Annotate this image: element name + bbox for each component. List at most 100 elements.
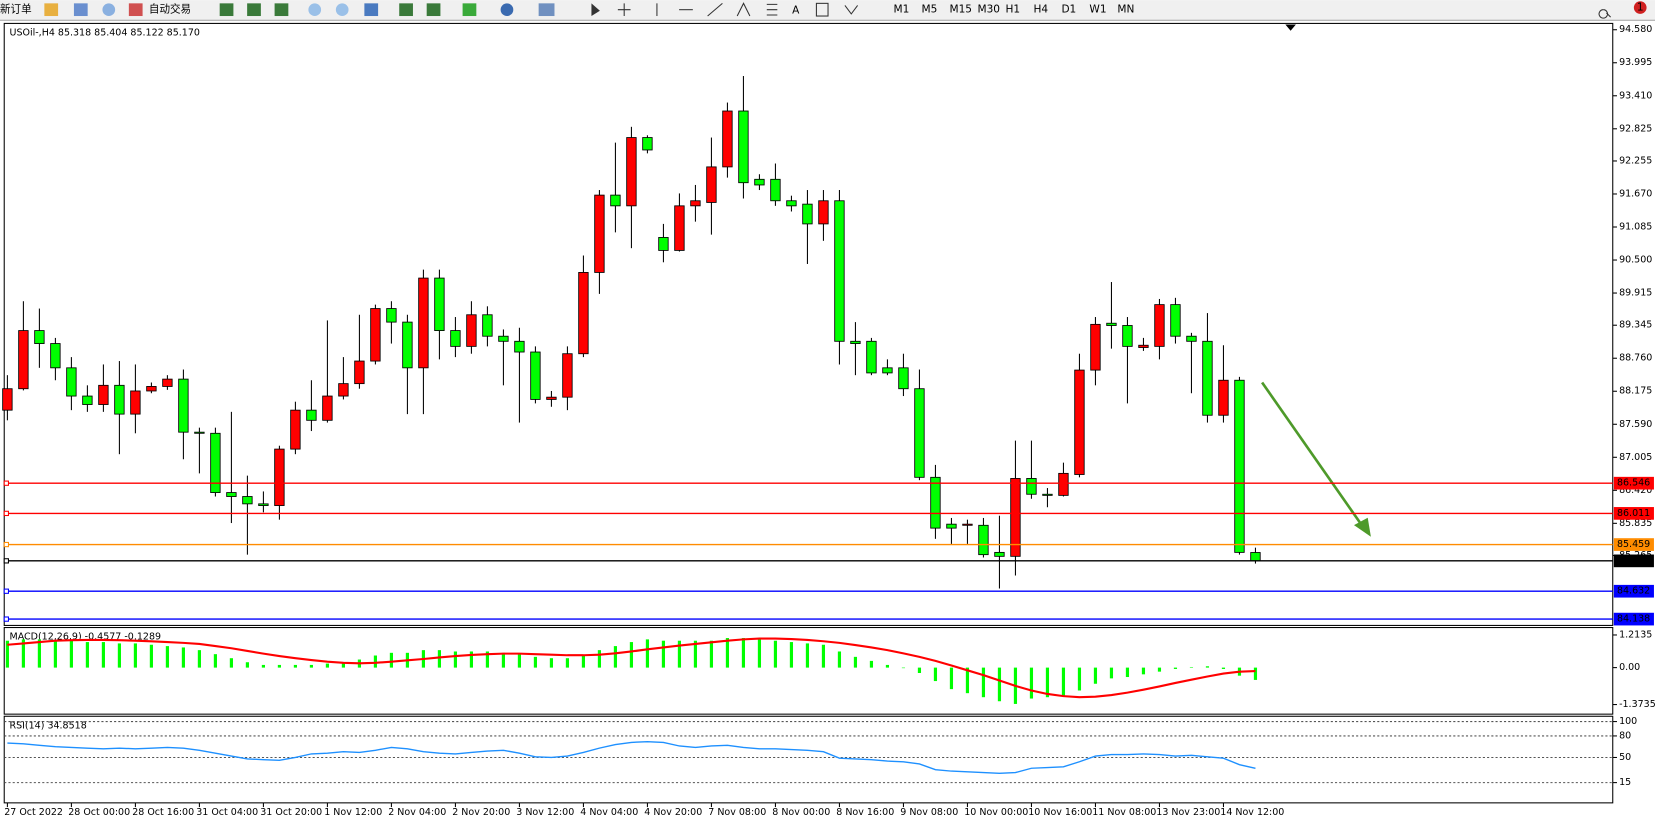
y-tick-label: 1.2135 bbox=[1619, 629, 1652, 640]
macd-bar bbox=[485, 651, 490, 668]
icon[interactable] bbox=[219, 3, 234, 17]
candle-body bbox=[162, 378, 173, 387]
timeframe-button[interactable]: D1 bbox=[1061, 4, 1076, 16]
macd-bar bbox=[853, 656, 858, 668]
timeframe-button[interactable]: W1 bbox=[1089, 4, 1106, 16]
toolbar-button[interactable]: 新订单 bbox=[0, 3, 32, 16]
timeframe-button[interactable]: M15 bbox=[949, 4, 972, 16]
macd-bar bbox=[149, 644, 153, 668]
y-tick-label: -1.3735 bbox=[1619, 699, 1655, 710]
x-tick-label: 28 Oct 00:00 bbox=[68, 807, 130, 818]
rsi-line bbox=[7, 740, 1256, 774]
macd-bar bbox=[53, 640, 57, 668]
macd-bar bbox=[661, 640, 666, 668]
toolbar-button[interactable]: 自动交易 bbox=[149, 3, 191, 16]
timeframe-button[interactable]: M30 bbox=[977, 4, 1000, 16]
x-tick-label: 31 Oct 20:00 bbox=[260, 807, 322, 818]
candle-body bbox=[418, 277, 429, 369]
icon[interactable] bbox=[102, 3, 116, 17]
x-tick-label: 14 Nov 12:00 bbox=[1220, 807, 1284, 818]
fibo-icon[interactable] bbox=[766, 3, 778, 16]
macd-bar bbox=[1077, 667, 1082, 691]
icon[interactable] bbox=[399, 3, 413, 17]
icon[interactable] bbox=[247, 3, 261, 17]
macd-bar bbox=[1029, 667, 1034, 699]
candle-body bbox=[994, 551, 1005, 557]
candle-body bbox=[514, 340, 525, 353]
macd-bar bbox=[5, 640, 9, 668]
macd-bar bbox=[693, 640, 698, 668]
timeframe-button[interactable]: MN bbox=[1117, 4, 1134, 16]
icon[interactable] bbox=[335, 3, 349, 17]
candle-body bbox=[434, 277, 445, 331]
macd-bar bbox=[869, 660, 874, 668]
macd-bar bbox=[1061, 667, 1066, 696]
macd-bar bbox=[1045, 667, 1050, 698]
x-tick-label: 9 Nov 08:00 bbox=[900, 807, 958, 818]
macd-bar bbox=[885, 664, 890, 668]
y-tick-label: 92.255 bbox=[1619, 155, 1652, 166]
icon[interactable] bbox=[426, 3, 441, 17]
macd-bar bbox=[1221, 667, 1226, 669]
candle-body bbox=[370, 308, 381, 362]
timeframe-button[interactable]: M5 bbox=[921, 4, 937, 16]
macd-bar bbox=[21, 639, 25, 668]
timeframe-button[interactable]: H4 bbox=[1033, 4, 1048, 16]
icon[interactable] bbox=[274, 3, 289, 17]
y-tick-label: 92.825 bbox=[1619, 123, 1652, 134]
x-tick-label: 13 Nov 23:00 bbox=[1156, 807, 1220, 818]
icon[interactable] bbox=[500, 3, 514, 17]
candle-body bbox=[1186, 335, 1197, 342]
macd-bar bbox=[309, 664, 313, 668]
candle-body bbox=[1010, 478, 1021, 557]
candle-body bbox=[2, 388, 13, 411]
label-icon[interactable] bbox=[815, 2, 829, 17]
icon[interactable] bbox=[538, 3, 555, 17]
timeframe-button[interactable]: M1 bbox=[894, 4, 910, 16]
timeframe-button[interactable]: H1 bbox=[1005, 4, 1020, 16]
x-tick-label: 2 Nov 04:00 bbox=[388, 807, 446, 818]
macd-bar bbox=[453, 651, 457, 668]
macd-bar bbox=[389, 652, 393, 668]
y-tick-label: 93.410 bbox=[1619, 90, 1652, 101]
cursor-icon[interactable] bbox=[591, 3, 600, 17]
candle-body bbox=[178, 378, 189, 433]
channel-icon[interactable] bbox=[736, 2, 751, 17]
macd-bar bbox=[229, 658, 233, 668]
x-tick-label: 4 Nov 20:00 bbox=[644, 807, 702, 818]
level-price-label: 85.459 bbox=[1617, 539, 1650, 550]
icon[interactable] bbox=[44, 3, 59, 17]
icon[interactable] bbox=[462, 3, 477, 17]
candle-body bbox=[1122, 325, 1133, 347]
macd-bar bbox=[165, 646, 169, 668]
y-tick-label: 87.590 bbox=[1619, 419, 1652, 430]
y-tick-label: 86.420 bbox=[1619, 485, 1652, 496]
level-price-box bbox=[1613, 554, 1654, 568]
rsi-pane bbox=[3, 715, 1614, 804]
icon[interactable] bbox=[73, 3, 88, 17]
text-icon[interactable]: A bbox=[792, 5, 800, 17]
trend-icon[interactable] bbox=[707, 2, 723, 17]
candle-body bbox=[1090, 323, 1101, 371]
icon[interactable] bbox=[308, 3, 322, 17]
level-price-label: 86.546 bbox=[1617, 478, 1650, 489]
candle-body bbox=[306, 409, 317, 421]
y-tick-label: 89.915 bbox=[1619, 288, 1652, 299]
x-tick-label: 10 Nov 00:00 bbox=[964, 807, 1028, 818]
chart-area bbox=[3, 22, 1614, 804]
icon[interactable] bbox=[364, 3, 379, 17]
arrow-icon[interactable] bbox=[844, 5, 859, 15]
icon[interactable] bbox=[128, 3, 143, 17]
crosshair-icon[interactable] bbox=[617, 3, 631, 17]
macd-bar bbox=[837, 651, 842, 668]
candle-body bbox=[450, 330, 461, 347]
candle-body bbox=[386, 308, 397, 323]
macd-bar bbox=[645, 639, 650, 668]
candle-body bbox=[898, 367, 909, 390]
candle-body bbox=[946, 523, 957, 529]
search-icon[interactable] bbox=[1598, 9, 1612, 19]
level-handle bbox=[3, 510, 9, 517]
x-tick-label: 4 Nov 04:00 bbox=[580, 807, 638, 818]
notification-badge[interactable] bbox=[1633, 1, 1647, 14]
candle-body bbox=[866, 340, 877, 374]
